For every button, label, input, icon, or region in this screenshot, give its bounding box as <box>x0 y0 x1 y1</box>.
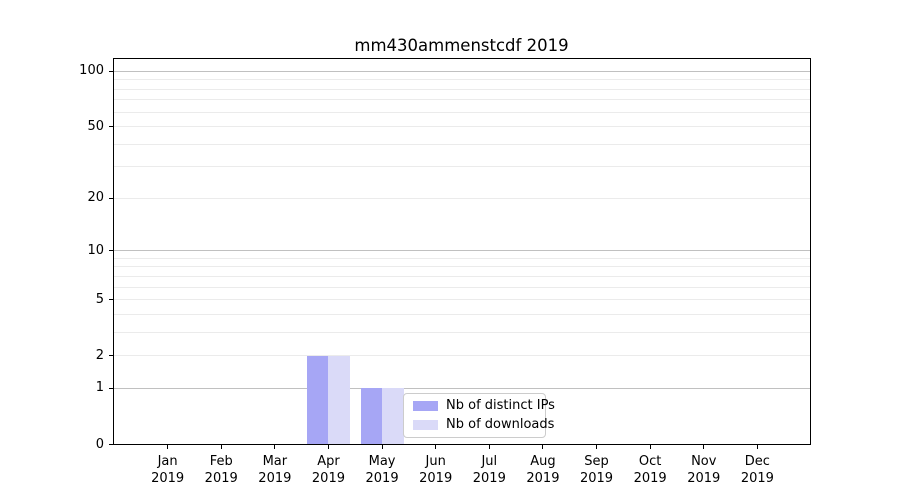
grid-line <box>114 143 810 145</box>
x-axis-tick-label: Jan 2019 <box>151 454 185 486</box>
grid-line <box>114 70 810 72</box>
legend-item: Nb of downloads <box>413 418 554 432</box>
grid-line <box>114 99 810 101</box>
x-axis-tick-mark <box>381 445 383 449</box>
legend-swatch <box>413 420 438 430</box>
grid-line <box>114 266 810 268</box>
grid-line <box>114 126 810 128</box>
grid-line <box>114 166 810 168</box>
legend-label: Nb of distinct IPs <box>446 398 555 413</box>
x-axis-tick-label: Oct 2019 <box>633 454 667 486</box>
grid-line <box>114 257 810 259</box>
bar-downloads <box>328 355 350 445</box>
grid-line <box>114 387 810 389</box>
grid-line <box>114 111 810 113</box>
grid-line <box>114 88 810 90</box>
y-axis-tick-label: 100 <box>79 63 104 79</box>
y-axis-tick-label: 5 <box>95 291 104 307</box>
legend-label: Nb of downloads <box>446 417 555 432</box>
x-axis-tick-label: Sep 2019 <box>579 454 614 486</box>
y-axis-tick-label: 1 <box>95 380 104 396</box>
y-axis-tick-mark <box>109 387 114 389</box>
y-axis-tick-label: 0 <box>95 436 104 452</box>
grid-line <box>114 299 810 301</box>
y-axis-tick-label: 50 <box>87 118 104 134</box>
bar-distinct-ips <box>307 355 329 445</box>
x-axis-tick-mark <box>703 445 705 449</box>
x-axis-tick-label: Mar 2019 <box>258 454 292 486</box>
y-axis-tick-mark <box>109 126 114 128</box>
x-axis-tick-mark <box>274 445 276 449</box>
bar-downloads <box>382 388 404 445</box>
x-axis-tick-mark <box>596 445 598 449</box>
x-axis-tick-mark <box>542 445 544 449</box>
x-axis-tick-label: Aug 2019 <box>526 454 560 486</box>
y-axis-tick-mark <box>109 355 114 357</box>
x-axis-tick-label: May 2019 <box>365 454 399 486</box>
x-axis-tick-mark <box>488 445 490 449</box>
grid-line <box>114 355 810 357</box>
legend-item: Nb of distinct IPs <box>413 399 555 413</box>
legend-swatch <box>413 401 438 411</box>
x-axis-tick-label: Feb 2019 <box>204 454 238 486</box>
grid-line <box>114 313 810 315</box>
x-axis-tick-mark <box>327 445 329 449</box>
grid-line <box>114 286 810 288</box>
x-axis-tick-mark <box>435 445 437 449</box>
plot-area: 0 1 2 5 10 20 50 100 Jan 2019 Feb 2019 Mar 2019 Apr 201… <box>79 58 811 486</box>
grid-line <box>114 331 810 333</box>
x-axis-tick-mark <box>167 445 169 449</box>
y-axis-tick-mark <box>109 250 114 252</box>
x-axis-tick-mark <box>649 445 651 449</box>
grid-line <box>114 275 810 277</box>
y-axis-tick-mark <box>109 70 114 72</box>
x-axis-tick-label: Apr 2019 <box>311 454 345 486</box>
x-axis-tick-label: Nov 2019 <box>687 454 721 486</box>
x-axis-tick-mark <box>220 445 222 449</box>
bar-distinct-ips <box>360 388 383 445</box>
chart-title: mm430ammenstcdf 2019 <box>354 36 569 55</box>
x-axis-tick-label: Jun 2019 <box>419 454 453 486</box>
legend: Nb of distinct IPs Nb of downloads <box>403 393 555 438</box>
grid-line <box>114 197 810 199</box>
y-axis-tick-label: 10 <box>87 242 104 258</box>
grid-line <box>114 250 810 252</box>
grid-line <box>114 79 810 81</box>
x-axis-tick-label: Jul 2019 <box>472 454 506 486</box>
y-axis-tick-mark <box>109 299 114 301</box>
x-axis-tick-label: Dec 2019 <box>740 454 774 486</box>
x-axis-tick-mark <box>756 445 758 449</box>
y-axis-tick-label: 2 <box>95 347 104 363</box>
y-axis-tick-label: 20 <box>87 190 104 206</box>
y-axis-tick-mark <box>109 197 114 199</box>
y-axis-tick-mark <box>109 444 114 445</box>
